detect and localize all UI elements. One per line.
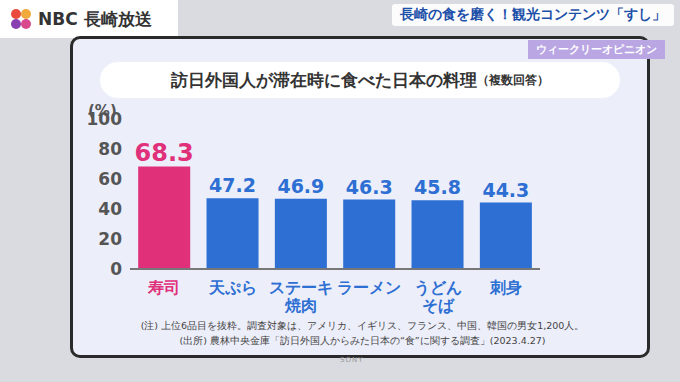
html-text:ウィークリーオピニオン: ウィークリーオピニオン <box>536 43 657 56</box>
svg-text:80: 80 <box>98 139 122 159</box>
html-text:NBC 長崎放送: NBC 長崎放送 <box>38 8 152 29</box>
svg-text:45.8: 45.8 <box>414 176 461 198</box>
html-text:長崎の食を磨く！観光コンテンツ「すし」: 長崎の食を磨く！観光コンテンツ「すし」 <box>400 6 666 22</box>
svg-text:そば: そば <box>422 296 455 315</box>
svg-text:ステーキ: ステーキ <box>269 278 333 297</box>
svg-text:天ぷら: 天ぷら <box>208 278 257 297</box>
svg-text:60: 60 <box>98 169 122 189</box>
svg-text:46.9: 46.9 <box>277 175 324 197</box>
html-text:(注) 上位6品目を抜粋。調査対象は、アメリカ、イギリス、フ: (注) 上位6品目を抜粋。調査対象は、アメリカ、イギリス、フランス、中国、韓国の… <box>140 320 585 331</box>
html-text:(出所) 農林中央金庫「訪日外国人からみた日本の“食”に関す: (出所) 農林中央金庫「訪日外国人からみた日本の“食”に関する調査」(2023.… <box>179 335 546 346</box>
svg-text:20: 20 <box>98 229 122 249</box>
svg-text:うどん: うどん <box>414 278 462 297</box>
html-text:SONY: SONY <box>340 356 364 364</box>
html-text:訪日外国人が滞在時に食べた日本の料理（複数回答）: 訪日外国人が滞在時に食べた日本の料理（複数回答） <box>171 69 549 90</box>
svg-text:40: 40 <box>98 199 122 219</box>
svg-text:0: 0 <box>110 259 122 279</box>
svg-text:100: 100 <box>87 109 123 129</box>
svg-text:46.3: 46.3 <box>346 176 393 198</box>
svg-text:ラーメン: ラーメン <box>337 278 401 297</box>
svg-text:47.2: 47.2 <box>209 174 256 196</box>
svg-text:刺身: 刺身 <box>489 278 522 297</box>
svg-text:焼肉: 焼肉 <box>284 296 317 315</box>
svg-text:68.3: 68.3 <box>135 139 194 167</box>
svg-text:44.3: 44.3 <box>482 179 529 201</box>
svg-text:寿司: 寿司 <box>147 278 180 297</box>
